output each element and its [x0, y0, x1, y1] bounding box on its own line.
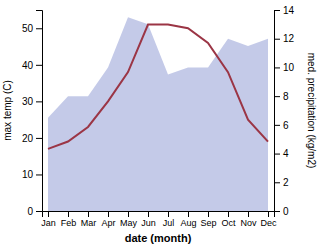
tick-mark — [36, 174, 42, 175]
tick-label: 40 — [22, 60, 34, 71]
tick-mark — [274, 96, 280, 97]
tick-mark — [188, 211, 189, 217]
tick-label: Apr — [101, 218, 115, 228]
tick: Nov — [240, 211, 257, 228]
x-axis: Jan Feb Mar Apr MayJun Jul Aug Sep Oct NovDec — [41, 211, 277, 228]
tick-mark — [268, 211, 269, 217]
tick-label: 20 — [22, 133, 34, 144]
tick-mark — [68, 211, 69, 217]
tick: Sep — [200, 211, 216, 228]
tick-label: 12 — [283, 33, 295, 44]
tick: 0 — [27, 206, 42, 217]
tick: 30 — [22, 96, 42, 107]
axis-line — [275, 11, 281, 212]
tick: 2 — [274, 177, 289, 188]
tick-mark — [274, 67, 280, 68]
tick: May — [120, 211, 138, 228]
tick-label: Dec — [260, 218, 277, 228]
tick-label: 30 — [22, 96, 34, 107]
tick: 10 — [22, 169, 42, 180]
tick: 40 — [22, 60, 42, 71]
tick-label: Jul — [163, 218, 175, 228]
tick: 8 — [274, 91, 289, 102]
tick: Aug — [180, 211, 196, 228]
tick-label: Nov — [240, 218, 257, 228]
tick: 4 — [274, 148, 289, 159]
tick-mark — [274, 211, 280, 212]
tick: Jan — [41, 211, 56, 228]
tick: 0 — [274, 206, 289, 217]
tick-label: Jun — [141, 218, 156, 228]
tick-label: 10 — [283, 62, 295, 73]
tick: Mar — [81, 211, 97, 228]
axis-line — [36, 11, 43, 212]
tick: 6 — [274, 120, 289, 131]
tick-label: 2 — [283, 177, 289, 188]
tick-mark — [274, 10, 280, 11]
tick-label: Jan — [41, 218, 56, 228]
tick-label: May — [120, 218, 138, 228]
tick-label: Sep — [200, 218, 216, 228]
tick-label: Oct — [221, 218, 236, 228]
tick-mark — [36, 211, 42, 212]
tick: 50 — [22, 23, 42, 34]
tick: 10 — [274, 62, 295, 73]
tick-label: Mar — [81, 218, 97, 228]
axis-line — [43, 212, 275, 218]
tick: 14 — [274, 5, 295, 16]
tick-label: 0 — [27, 206, 33, 217]
chart: Jan Feb Mar Apr MayJun Jul Aug Sep Oct NovDec 0 10 2… — [0, 0, 318, 247]
tick-mark — [274, 182, 280, 183]
tick-label: Aug — [180, 218, 196, 228]
tick-label: 10 — [22, 169, 34, 180]
y-axis-title: max temp (C) — [2, 80, 13, 141]
tick-mark — [274, 39, 280, 40]
tick-mark — [274, 154, 280, 155]
tick-mark — [208, 211, 209, 217]
tick: 12 — [274, 33, 295, 44]
tick-mark — [148, 211, 149, 217]
tick-mark — [168, 211, 169, 217]
tick: Apr — [101, 211, 115, 228]
tick-mark — [36, 138, 42, 139]
tick: Jul — [163, 211, 175, 228]
y2-axis: 0 2 4 6 8 10 12 14 — [274, 5, 295, 217]
tick-mark — [274, 125, 280, 126]
tick-label: 6 — [283, 120, 289, 131]
tick-label: 8 — [283, 91, 289, 102]
y-axis: 0 10 20 30 40 50 — [22, 11, 43, 217]
precipitation-area — [48, 17, 268, 211]
y2-axis-title: med. precipitation (kg/m2) — [306, 53, 317, 169]
tick-mark — [228, 211, 229, 217]
tick-label: Feb — [61, 218, 77, 228]
tick-mark — [88, 211, 89, 217]
tick-label: 0 — [283, 206, 289, 217]
tick: Jun — [141, 211, 156, 228]
tick: Dec — [260, 211, 277, 228]
tick-mark — [36, 28, 42, 29]
tick-mark — [36, 101, 42, 102]
tick: Oct — [221, 211, 236, 228]
tick-mark — [128, 211, 129, 217]
tick-mark — [48, 211, 49, 217]
temperature-line — [48, 25, 268, 149]
tick-label: 4 — [283, 148, 289, 159]
tick-label: 50 — [22, 23, 34, 34]
tick: Feb — [61, 211, 77, 228]
x-axis-title: date (month) — [125, 232, 192, 244]
tick-mark — [36, 65, 42, 66]
plot-area — [48, 17, 268, 211]
tick-mark — [248, 211, 249, 217]
tick-mark — [108, 211, 109, 217]
tick: 20 — [22, 133, 42, 144]
tick-label: 14 — [283, 5, 295, 16]
